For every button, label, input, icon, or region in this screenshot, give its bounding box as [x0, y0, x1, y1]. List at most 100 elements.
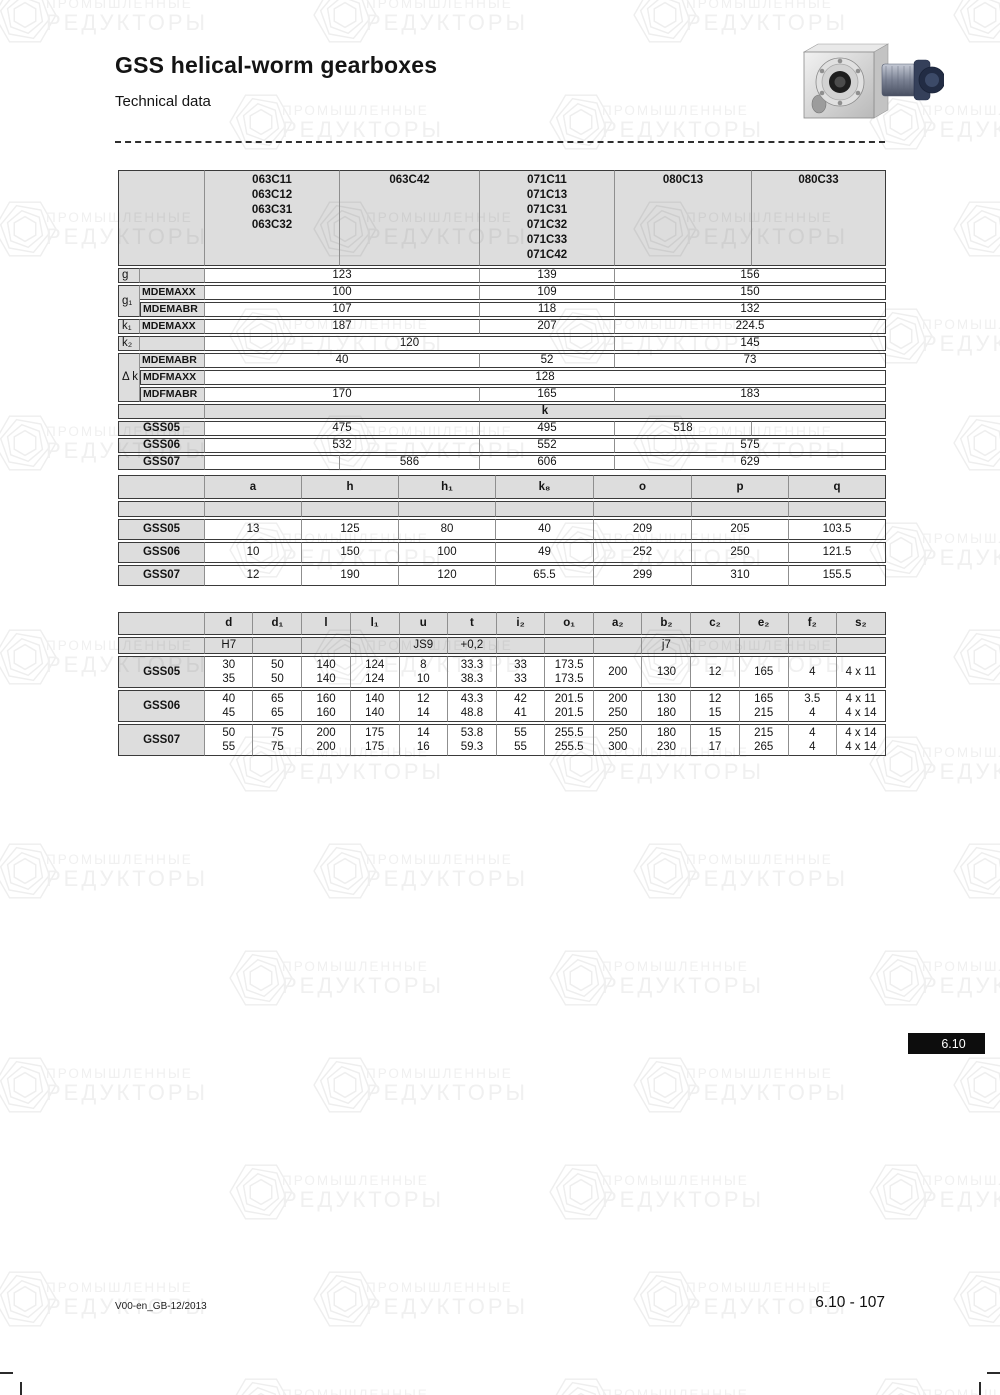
- value-cell: 495: [480, 421, 615, 436]
- watermark-text: ПРОМЫШЛЕННЫЕ РЕДУКТОРЫ: [922, 531, 1000, 570]
- table-row: k: [118, 404, 886, 419]
- header-cell: a₂: [594, 612, 643, 635]
- header-cell: [118, 404, 205, 419]
- watermark-text: ПРОМЫШЛЕННЫЕ РЕДУКТОРЫ: [686, 0, 848, 35]
- header-cell: JS9: [399, 637, 448, 654]
- watermark-block: ПРОМЫШЛЕННЫЕ РЕДУКТОРЫ: [952, 0, 1000, 48]
- header-cell: q: [789, 475, 886, 499]
- header-cell: [739, 637, 789, 654]
- value-cell: 128: [205, 370, 886, 385]
- watermark-block: ПРОМЫШЛЕННЫЕ РЕДУКТОРЫ: [952, 838, 1000, 904]
- watermark-block: ПРОМЫШЛЕННЫЕ РЕДУКТОРЫ: [868, 1159, 1000, 1225]
- watermark-text: ПРОМЫШЛЕННЫЕ РЕДУКТОРЫ: [922, 745, 1000, 784]
- header-cell: c₂: [691, 612, 740, 635]
- value-cell: [205, 455, 340, 470]
- value-cell: 180 230: [642, 724, 692, 756]
- watermark-block: ПРОМЫШЛЕННЫЕ РЕДУКТОРЫ: [312, 1266, 528, 1332]
- value-cell: 75 75: [253, 724, 303, 756]
- table-row: MDEMABR 107 118 132: [118, 302, 886, 317]
- watermark-line2: РЕДУКТОРЫ: [46, 1079, 208, 1105]
- header-cell: t: [447, 612, 497, 635]
- value-cell: 165: [480, 387, 615, 402]
- table-row: H7 JS9 +0,2 j7: [118, 637, 886, 654]
- watermark-line1: ПРОМЫШЛЕННЫЕ: [686, 851, 833, 867]
- header-cell: [350, 637, 400, 654]
- value-cell: 175 175: [350, 724, 400, 756]
- hexagon-logo-icon: [633, 0, 697, 43]
- header-cell: 080C33: [752, 170, 886, 266]
- value-cell: 124 124: [350, 656, 400, 688]
- watermark-line2: РЕДУКТОРЫ: [282, 972, 444, 998]
- watermark-text: ПРОМЫШЛЕННЫЕ РЕДУКТОРЫ: [366, 0, 528, 35]
- watermark-line1: ПРОМЫШЛЕННЫЕ: [602, 1172, 749, 1188]
- value-cell: 52: [480, 353, 615, 368]
- table-row: MDFMABR 170 165 183: [118, 387, 886, 402]
- value-cell: 629: [615, 455, 886, 470]
- hexagon-logo-icon: [869, 1164, 933, 1220]
- row-label-cell: GSS05: [118, 519, 205, 540]
- watermark-text: ПРОМЫШЛЕННЫЕ РЕДУКТОРЫ: [282, 1173, 444, 1212]
- watermark-line2: РЕДУКТОРЫ: [602, 972, 764, 998]
- value-cell: 156: [615, 268, 886, 283]
- watermark-line1: ПРОМЫШЛЕННЫЕ: [366, 0, 513, 11]
- value-cell: 107: [205, 302, 480, 317]
- watermark-line1: ПРОМЫШЛЕННЫЕ: [46, 1279, 193, 1295]
- value-cell: 209: [594, 519, 692, 540]
- watermark-text: ПРОМЫШЛЕННЫЕ РЕДУКТОРЫ: [602, 1387, 764, 1395]
- hexagon-logo-icon: [0, 0, 57, 43]
- header-cell: d₁: [253, 612, 303, 635]
- watermark-text: ПРОМЫШЛЕННЫЕ РЕДУКТОРЫ: [282, 959, 444, 998]
- value-cell: 299: [594, 565, 692, 586]
- header-cell: 080C13: [615, 170, 752, 266]
- header-cell: d: [205, 612, 254, 635]
- value-cell: 40: [205, 353, 480, 368]
- row-label-cell: GSS05: [118, 421, 205, 436]
- row-label-cell: MDFMAXX: [140, 370, 205, 385]
- watermark-block: ПРОМЫШЛЕННЫЕ РЕДУКТОРЫ: [952, 196, 1000, 262]
- watermark-block: ПРОМЫШЛЕННЫЕ РЕДУКТОРЫ: [0, 1052, 208, 1118]
- value-cell: 224.5: [615, 319, 886, 334]
- value-cell: 53.8 59.3: [447, 724, 497, 756]
- hexagon-logo-icon: [229, 94, 293, 150]
- header-cell: [545, 637, 595, 654]
- watermark-block: ПРОМЫШЛЕННЫЕ РЕДУКТОРЫ: [228, 1373, 444, 1395]
- value-cell: 250 300: [594, 724, 643, 756]
- value-cell: 518: [615, 421, 752, 436]
- row-label-cell: GSS06: [118, 438, 205, 453]
- watermark-line2: РЕДУКТОРЫ: [922, 972, 1000, 998]
- watermark-text: ПРОМЫШЛЕННЫЕ РЕДУКТОРЫ: [282, 1387, 444, 1395]
- value-cell: 190: [302, 565, 399, 586]
- watermark-line1: ПРОМЫШЛЕННЫЕ: [686, 1065, 833, 1081]
- table-row: MDFMAXX 128: [118, 370, 886, 385]
- watermark-text: ПРОМЫШЛЕННЫЕ РЕДУКТОРЫ: [366, 1066, 528, 1105]
- hexagon-logo-icon: [875, 1378, 927, 1395]
- dimensions-by-motor-table: 063C11 063C12 063C31 063C32 063C42 071C11 …: [118, 168, 886, 472]
- value-cell: 250: [692, 542, 789, 563]
- value-cell: 100: [205, 285, 480, 300]
- page-subtitle: Technical data: [115, 93, 211, 110]
- watermark-line1: ПРОМЫШЛЕННЫЕ: [922, 1172, 1000, 1188]
- watermark-line2: РЕДУКТОРЫ: [922, 544, 1000, 570]
- watermark-block: ПРОМЫШЛЕННЫЕ РЕДУКТОРЫ: [228, 1159, 444, 1225]
- table-row: Δ k MDEMABR 40 52 73: [118, 353, 886, 402]
- value-cell: 42 41: [496, 690, 546, 722]
- watermark-line2: РЕДУКТОРЫ: [922, 330, 1000, 356]
- header-cell: [302, 637, 351, 654]
- watermark-line2: РЕДУКТОРЫ: [686, 865, 848, 891]
- header-cell: [496, 637, 546, 654]
- table-row: GSS07 50 55 75 75 200 200 175 175 14 16 53.8 5…: [118, 724, 886, 756]
- housing-dimensions-table: a h h₁ k₈ o p q GSS05 13 125 80 40 209 205 103.5 GSS06 1…: [118, 473, 886, 588]
- watermark-text: ПРОМЫШЛЕННЫЕ РЕДУКТОРЫ: [46, 1280, 208, 1319]
- watermark-block: ПРОМЫШЛЕННЫЕ РЕДУКТОРЫ: [868, 731, 1000, 797]
- crop-mark-icon: [979, 1382, 981, 1395]
- watermark-line1: ПРОМЫШЛЕННЫЕ: [366, 1279, 513, 1295]
- watermark-line2: РЕДУКТОРЫ: [282, 116, 444, 142]
- watermark-block: ПРОМЫШЛЕННЫЕ РЕДУКТОРЫ: [952, 1266, 1000, 1332]
- value-cell: 73: [615, 353, 886, 368]
- row-label-cell: [140, 268, 205, 283]
- value-cell: 120: [205, 336, 615, 351]
- watermark-line2: РЕДУКТОРЫ: [686, 9, 848, 35]
- watermark-text: ПРОМЫШЛЕННЫЕ РЕДУКТОРЫ: [46, 0, 208, 35]
- watermark-text: ПРОМЫШЛЕННЫЕ РЕДУКТОРЫ: [366, 852, 528, 891]
